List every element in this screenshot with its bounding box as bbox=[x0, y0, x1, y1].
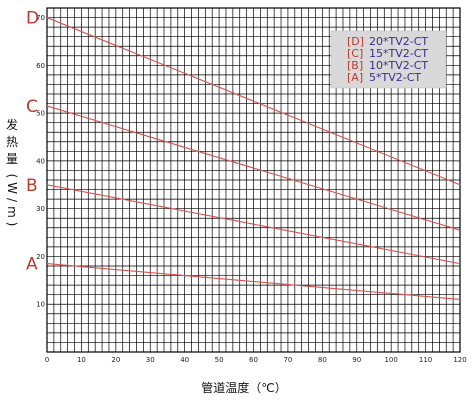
curves bbox=[46, 17, 461, 300]
x-tick-label: 100 bbox=[384, 356, 397, 364]
x-tick-labels: 0 10 20 30 40 50 60 70 80 90 100 110 120 bbox=[45, 356, 467, 364]
legend-label-a: 5*TV2-CT bbox=[369, 71, 421, 84]
x-tick-label: 60 bbox=[249, 356, 258, 364]
x-tick-label: 50 bbox=[215, 356, 224, 364]
x-tick-label: 10 bbox=[77, 356, 86, 364]
curve-letter-a: A bbox=[26, 255, 38, 275]
y-tick-label: 50 bbox=[36, 110, 45, 118]
y-label-char: ) bbox=[5, 222, 19, 227]
x-tick-label: 20 bbox=[111, 356, 120, 364]
y-label-char: 热 bbox=[6, 135, 18, 149]
x-axis-label: 管道温度（℃） bbox=[201, 380, 286, 395]
legend-key-c: [C] bbox=[347, 47, 363, 60]
legend-label-c: 15*TV2-CT bbox=[369, 47, 428, 60]
y-tick-labels: 10 20 30 40 50 60 70 bbox=[36, 14, 45, 309]
curve-a bbox=[46, 263, 461, 300]
y-axis-label: 发热量 ( W / m) bbox=[5, 117, 19, 226]
legend-key-b: [B] bbox=[347, 59, 363, 72]
x-tick-label: 70 bbox=[283, 356, 292, 364]
curve-b bbox=[46, 184, 461, 265]
x-tick-label: 0 bbox=[45, 356, 49, 364]
x-tick-label: 90 bbox=[352, 356, 361, 364]
y-label-char: 量 bbox=[6, 152, 18, 166]
x-tick-label: 40 bbox=[180, 356, 189, 364]
y-label-char: 发 bbox=[6, 117, 18, 132]
legend-key-a: [A] bbox=[347, 71, 363, 84]
y-label-char: ( bbox=[5, 174, 19, 179]
y-label-char: m bbox=[5, 206, 19, 218]
legend-box bbox=[330, 30, 447, 89]
y-label-char: / bbox=[5, 198, 19, 203]
y-tick-label: 70 bbox=[36, 14, 45, 22]
curve-letter-b: B bbox=[26, 176, 38, 196]
y-tick-label: 60 bbox=[36, 62, 45, 70]
x-tick-label: 30 bbox=[146, 356, 155, 364]
y-label-char: W bbox=[5, 182, 19, 194]
curve-d bbox=[46, 17, 461, 186]
x-tick-label: 120 bbox=[453, 356, 466, 364]
curve-letter-c: C bbox=[26, 97, 38, 117]
curve-letter-labels: D C B A bbox=[26, 9, 39, 275]
legend: [D] 20*TV2-CT [C] 15*TV2-CT [B] 10*TV2-CT [A] 5… bbox=[330, 30, 447, 89]
legend-label-d: 20*TV2-CT bbox=[369, 35, 428, 48]
legend-label-b: 10*TV2-CT bbox=[369, 59, 428, 72]
x-tick-label: 80 bbox=[318, 356, 327, 364]
legend-key-d: [D] bbox=[347, 35, 364, 48]
y-tick-label: 20 bbox=[36, 253, 45, 261]
y-tick-label: 10 bbox=[36, 301, 45, 309]
x-tick-label: 110 bbox=[419, 356, 432, 364]
y-tick-label: 40 bbox=[36, 157, 45, 165]
curve-letter-d: D bbox=[26, 9, 39, 29]
curve-c bbox=[46, 105, 461, 231]
y-tick-label: 30 bbox=[36, 205, 45, 213]
